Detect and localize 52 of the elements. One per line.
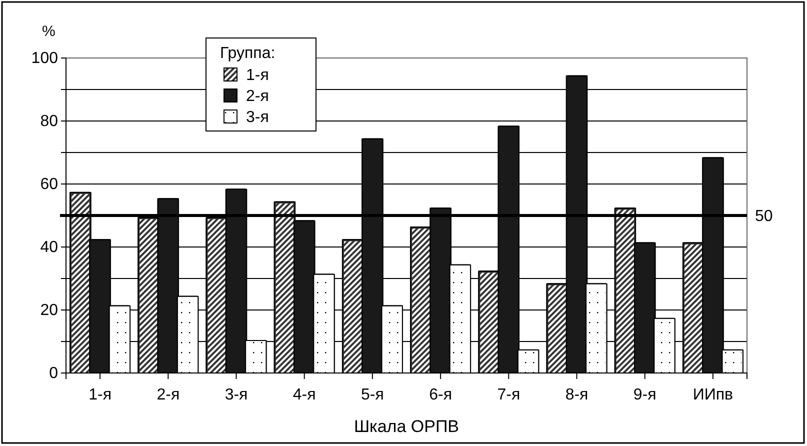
- legend-title: Группа:: [220, 45, 276, 62]
- x-tick-label: 7-я: [497, 386, 520, 404]
- bar: [110, 306, 130, 374]
- legend-label: 2-я: [246, 88, 269, 105]
- x-tick-label: 3-я: [224, 386, 248, 404]
- y-tick-label: 60: [40, 176, 58, 194]
- bar: [430, 208, 450, 374]
- bar: [70, 192, 90, 374]
- bar: [450, 265, 470, 374]
- x-axis-title: Шкала ОРПВ: [354, 417, 460, 436]
- bar: [654, 318, 674, 374]
- legend-label: 1-я: [246, 67, 269, 84]
- bar: [615, 208, 636, 374]
- bar: [703, 158, 723, 374]
- x-tick-label: ИИпв: [692, 386, 734, 404]
- bar: [314, 274, 334, 374]
- bar: [411, 228, 431, 374]
- bar: [547, 284, 567, 374]
- bar: [206, 218, 226, 374]
- x-tick-label: 1-я: [88, 386, 112, 404]
- x-tick-label: 6-я: [429, 386, 452, 404]
- x-tick-label: 4-я: [292, 386, 316, 404]
- bar: [90, 240, 110, 374]
- y-tick-label: 0: [49, 365, 58, 382]
- ref-line-label: 50: [755, 208, 773, 226]
- x-tick-label: 5-я: [361, 386, 384, 404]
- bar: [722, 350, 742, 374]
- bar: [138, 218, 158, 374]
- bar: [498, 126, 518, 374]
- bar: [226, 190, 246, 374]
- bar: [586, 284, 606, 374]
- bar: [683, 243, 704, 374]
- x-tick-label: 8-я: [565, 386, 588, 404]
- bar: [274, 202, 295, 374]
- y-tick-label: 40: [40, 239, 58, 256]
- bar: [382, 306, 402, 374]
- y-tick-label: 20: [40, 302, 58, 320]
- y-tick-label: 100: [31, 50, 58, 68]
- x-tick-label: 9-я: [633, 386, 656, 404]
- bar: [635, 243, 655, 374]
- x-tick-label: 2-я: [156, 386, 180, 404]
- bar: [294, 221, 314, 374]
- bar: [178, 296, 198, 374]
- y-tick-label: 80: [40, 113, 58, 130]
- bar: [362, 139, 382, 374]
- legend-label: 3-я: [246, 109, 269, 126]
- bar: [158, 199, 178, 374]
- y-axis-title: %: [42, 23, 56, 40]
- bar: [342, 240, 363, 374]
- bar: [566, 76, 587, 374]
- bar: [246, 341, 266, 374]
- bar: [479, 272, 499, 374]
